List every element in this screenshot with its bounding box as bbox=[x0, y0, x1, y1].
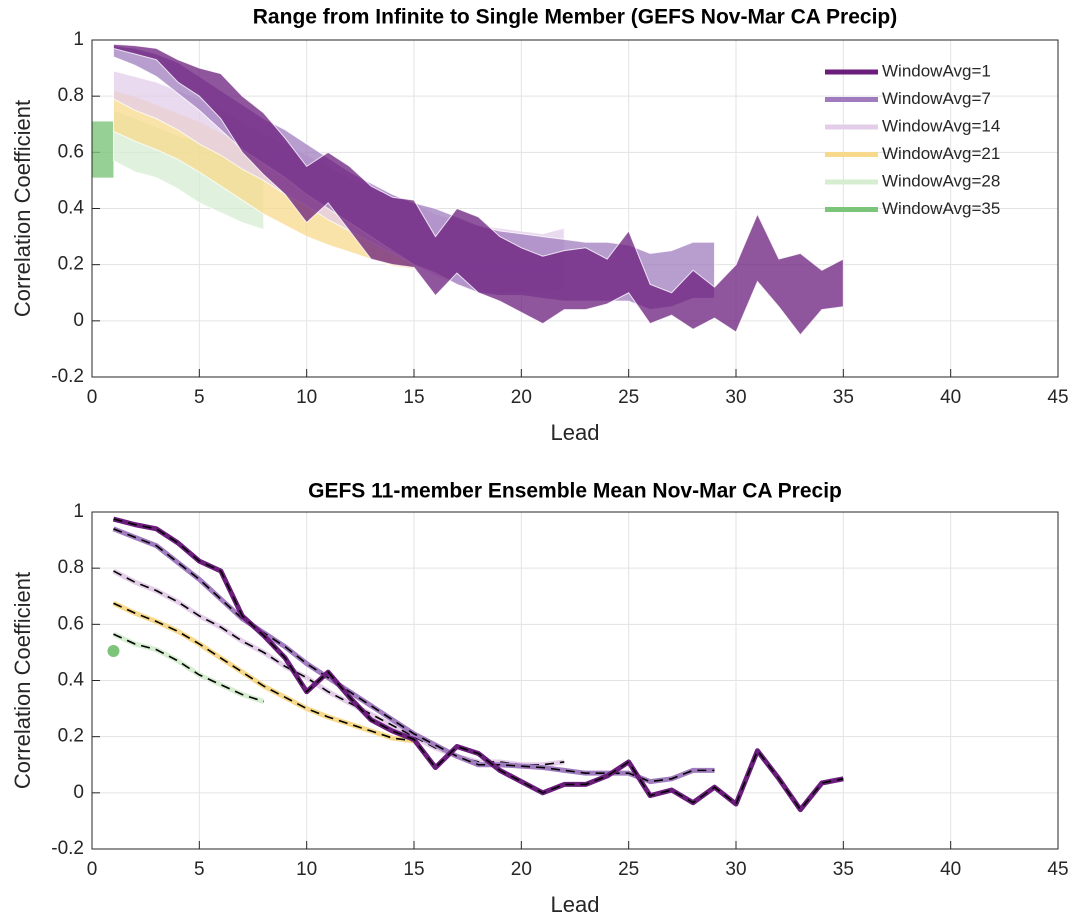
y-axis-label: Correlation Coefficient bbox=[10, 572, 35, 789]
x-tick-label: 15 bbox=[403, 387, 424, 408]
x-tick-label: 5 bbox=[194, 387, 205, 408]
x-axis-label: Lead bbox=[551, 420, 600, 445]
axes-box bbox=[91, 39, 1059, 378]
chart-title: GEFS 11-member Ensemble Mean Nov-Mar CA … bbox=[308, 480, 842, 503]
x-axis-label: Lead bbox=[551, 892, 600, 917]
y-tick-label: -0.2 bbox=[51, 838, 84, 859]
x-tick-label: 15 bbox=[403, 859, 424, 880]
y-axis-label: Correlation Coefficient bbox=[10, 100, 35, 317]
y-tick-label: 0.8 bbox=[58, 85, 84, 106]
x-tick-label: 20 bbox=[511, 859, 532, 880]
band bbox=[92, 121, 114, 178]
x-tick-label: 25 bbox=[618, 387, 639, 408]
y-tick-label: -0.2 bbox=[51, 366, 84, 387]
point bbox=[107, 645, 120, 658]
x-tick-label: 0 bbox=[87, 859, 98, 880]
legend-label: WindowAvg=35 bbox=[882, 199, 1000, 218]
legend-label: WindowAvg=1 bbox=[882, 61, 991, 80]
x-tick-label: 30 bbox=[725, 387, 746, 408]
band bbox=[112, 43, 844, 336]
x-tick-label: 5 bbox=[194, 859, 205, 880]
y-tick-label: 1 bbox=[73, 501, 84, 522]
x-tick-label: 35 bbox=[833, 859, 854, 880]
x-tick-label: 10 bbox=[296, 387, 317, 408]
y-tick-label: 0 bbox=[73, 782, 84, 803]
x-tick-label: 45 bbox=[1047, 859, 1068, 880]
x-tick-label: 30 bbox=[725, 859, 746, 880]
x-tick-label: 25 bbox=[618, 859, 639, 880]
x-tick-label: 20 bbox=[511, 387, 532, 408]
y-tick-label: 0.8 bbox=[58, 557, 84, 578]
x-tick-label: 45 bbox=[1047, 387, 1068, 408]
legend-label: WindowAvg=14 bbox=[882, 116, 1000, 135]
x-tick-label: 40 bbox=[940, 859, 961, 880]
line-dashed bbox=[113, 602, 415, 742]
line-dashed bbox=[113, 518, 844, 812]
legend-label: WindowAvg=7 bbox=[882, 89, 991, 108]
y-tick-label: 0.4 bbox=[58, 670, 85, 691]
x-tick-label: 35 bbox=[833, 387, 854, 408]
y-tick-label: 0.2 bbox=[58, 726, 84, 747]
y-tick-label: 1 bbox=[73, 29, 84, 50]
y-tick-label: 0.6 bbox=[58, 141, 84, 162]
axes-box bbox=[91, 511, 1059, 850]
y-tick-label: 0.2 bbox=[58, 254, 84, 275]
legend-label: WindowAvg=28 bbox=[882, 171, 1000, 190]
legend-label: WindowAvg=21 bbox=[882, 144, 1000, 163]
line-dashed bbox=[113, 633, 264, 703]
y-tick-label: 0.4 bbox=[58, 198, 85, 219]
y-tick-label: 0.6 bbox=[58, 613, 84, 634]
chart-title: Range from Infinite to Single Member (GE… bbox=[253, 6, 897, 29]
x-tick-label: 0 bbox=[87, 387, 98, 408]
y-tick-label: 0 bbox=[73, 310, 84, 331]
x-tick-label: 40 bbox=[940, 387, 961, 408]
x-tick-label: 10 bbox=[296, 859, 317, 880]
